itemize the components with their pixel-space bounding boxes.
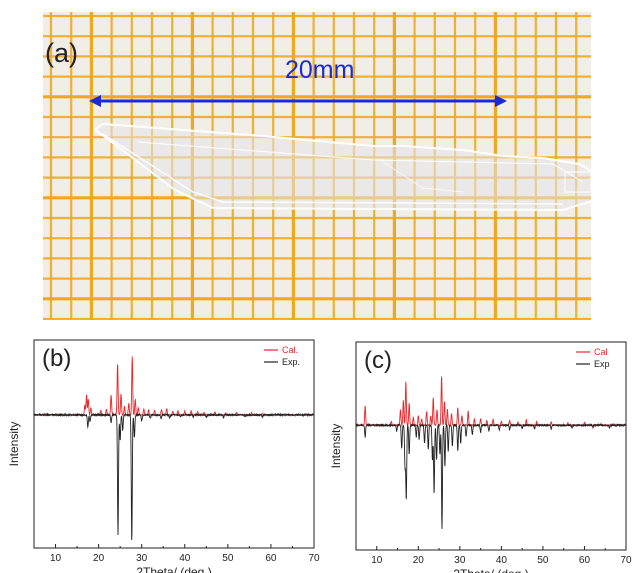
series-line-cal	[355, 376, 627, 428]
xrd-chart-c: 10 20 30 40 50 60 70 2Theta/ (deg.) Intensity (c)…	[323, 322, 633, 573]
series-line-exp	[33, 412, 315, 541]
x-tick-label: 70	[620, 555, 632, 566]
legend-label: Cal	[594, 347, 608, 357]
series-line-exp	[355, 422, 627, 529]
panel-label: (c)	[364, 347, 392, 374]
x-tick-label: 70	[308, 553, 320, 564]
x-tick-label: 60	[265, 553, 277, 564]
plot-frame	[33, 339, 315, 549]
x-tick-label: 20	[93, 553, 105, 564]
crystal	[93, 122, 591, 212]
panel-label: (b)	[42, 345, 71, 372]
series-line-cal	[33, 356, 315, 417]
x-tick-label: 30	[136, 553, 148, 564]
x-axis-label: 2Theta/ (deg.)	[136, 565, 211, 573]
plot-frame	[355, 341, 627, 551]
y-axis-label: Intensity	[7, 422, 21, 467]
x-tick-label: 40	[179, 553, 191, 564]
y-axis-label: Intensity	[329, 424, 343, 469]
legend-label: Cal.	[282, 345, 298, 355]
x-tick-label: 10	[50, 553, 62, 564]
x-tick-label: 60	[579, 555, 591, 566]
legend-label: Exp.	[282, 357, 300, 367]
panel-label-a: (a)	[45, 38, 78, 68]
x-tick-label: 20	[413, 555, 425, 566]
xrd-chart-b: 10 20 30 40 50 60 70 2Theta/ (deg.) Intensity (b)…	[0, 322, 320, 573]
x-tick-label: 50	[537, 555, 549, 566]
scale-label: 20mm	[285, 56, 354, 84]
scale-bar-arrow	[89, 95, 507, 107]
x-tick-label: 30	[454, 555, 466, 566]
x-tick-label: 40	[496, 555, 508, 566]
x-axis-label: 2Theta/ (deg.)	[453, 567, 528, 573]
legend-label: Exp	[594, 359, 610, 369]
crystal-photo: 20mm (a)	[43, 12, 591, 320]
x-tick-label: 10	[371, 555, 383, 566]
x-tick-label: 50	[222, 553, 234, 564]
